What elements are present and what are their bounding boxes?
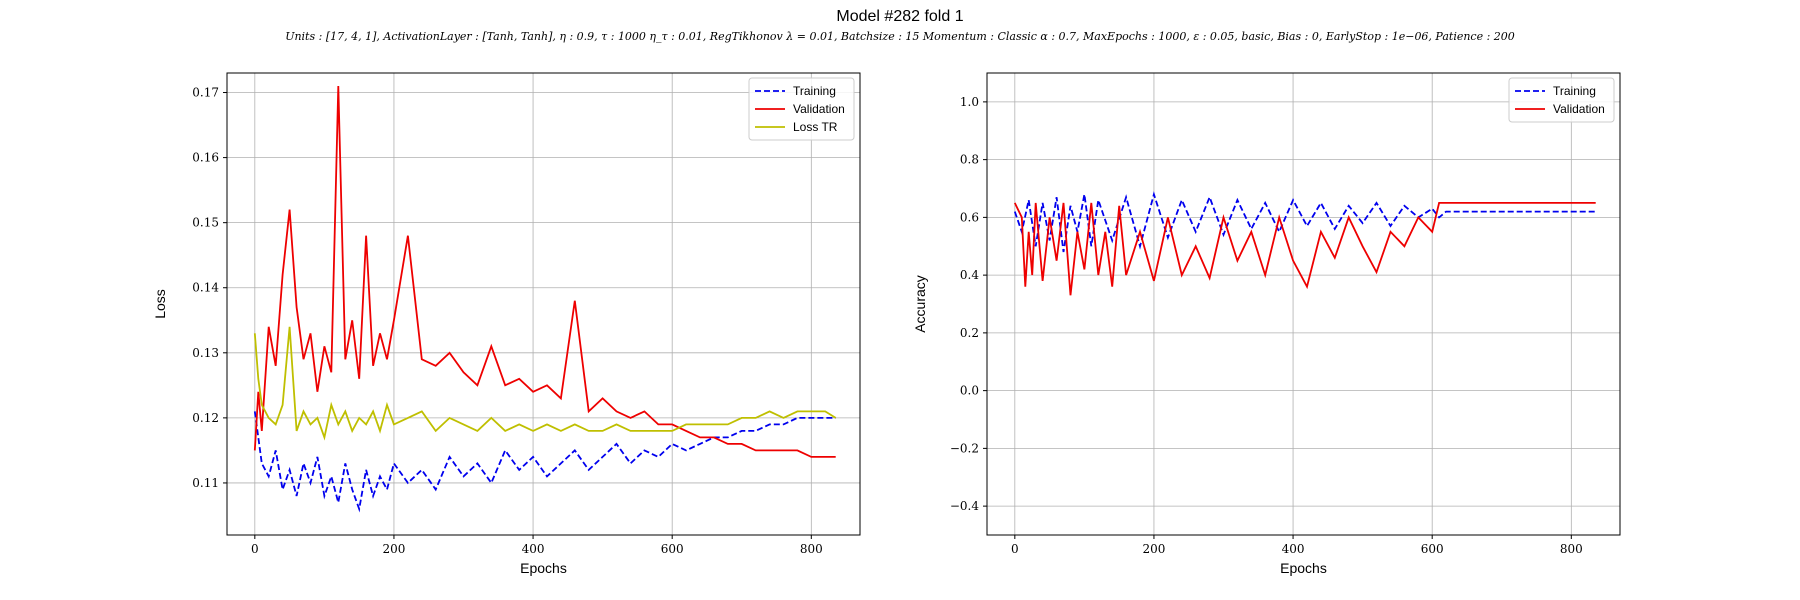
- chart-1-legend-label-1: Validation: [1553, 102, 1605, 116]
- chart-0-ytick-label-2: 0.13: [192, 346, 219, 360]
- chart-1-ytick-label-5: 0.6: [960, 210, 979, 224]
- chart-1-legend: [1508, 77, 1615, 123]
- chart-1-ylabel: Accuracy: [912, 275, 928, 333]
- chart-1-xtick-label-0: 0: [1011, 542, 1019, 556]
- chart-0-xtick-label-1: 200: [382, 542, 405, 556]
- chart-0-ytick-label-3: 0.14: [192, 281, 219, 295]
- chart-0-series-validation: [253, 85, 836, 458]
- chart-0-ytick-label-0: 0.11: [192, 476, 219, 490]
- chart-1-ytick-label-1: −0.2: [950, 441, 979, 455]
- chart-0-legend: [748, 77, 855, 141]
- chart-1-xlabel: Epochs: [1280, 560, 1327, 576]
- chart-0-ytick-label-4: 0.15: [192, 216, 219, 230]
- chart-1-series-training: [1013, 191, 1596, 253]
- chart-0-xtick-label-4: 800: [800, 542, 823, 556]
- chart-1-xtick-label-4: 800: [1560, 542, 1583, 556]
- chart-0-ytick-label-5: 0.16: [192, 151, 219, 165]
- chart-1-series-validation: [1013, 201, 1596, 296]
- chart-0-xtick-label-0: 0: [251, 542, 259, 556]
- chart-1-ytick-label-4: 0.4: [960, 268, 979, 282]
- chart-0-legend-label-0: Training: [793, 84, 836, 98]
- chart-1-xtick-label-2: 400: [1282, 542, 1305, 556]
- chart-0-ytick-label-6: 0.17: [192, 86, 219, 100]
- chart-1-legend-label-0: Training: [1553, 84, 1596, 98]
- chart-1-ytick-label-2: 0.0: [960, 384, 979, 398]
- chart-0-series-loss-tr: [253, 326, 837, 441]
- chart-1-ytick-label-7: 1.0: [960, 95, 979, 109]
- chart-1-ytick-label-3: 0.2: [960, 326, 979, 340]
- chart-1-ytick-label-6: 0.8: [960, 153, 979, 167]
- chart-0-xlabel: Epochs: [520, 560, 567, 576]
- accuracy-chart: 0 200 400 600 800 −0.4 −0.2 0.0 0.2 0.4 0.6 0.8 1.0 E…: [912, 72, 1621, 576]
- chart-1-xtick-label-3: 600: [1421, 542, 1444, 556]
- chart-0-ylabel: Loss: [152, 289, 168, 319]
- chart-0-ytick-label-1: 0.12: [192, 411, 219, 425]
- chart-0-axes-frame: [226, 72, 861, 536]
- loss-chart: 0 200 400 600 800 0.11 0.12 0.13 0.14 0.15 0.16 0.1…: [152, 72, 861, 576]
- chart-1-axes-frame: [986, 72, 1621, 536]
- chart-1-xtick-label-1: 200: [1142, 542, 1165, 556]
- figure-subtitle: Units : [17, 4, 1], ActivationLayer : [T…: [285, 30, 1515, 43]
- chart-0-xtick-label-3: 600: [661, 542, 684, 556]
- chart-1-ytick-label-0: −0.4: [950, 499, 980, 513]
- chart-0-legend-label-2: Loss TR: [793, 120, 838, 134]
- chart-0-xtick-label-2: 400: [522, 542, 545, 556]
- chart-0-series-training: [253, 411, 836, 513]
- figure-title: Model #282 fold 1: [836, 8, 964, 25]
- chart-0-legend-label-1: Validation: [793, 102, 845, 116]
